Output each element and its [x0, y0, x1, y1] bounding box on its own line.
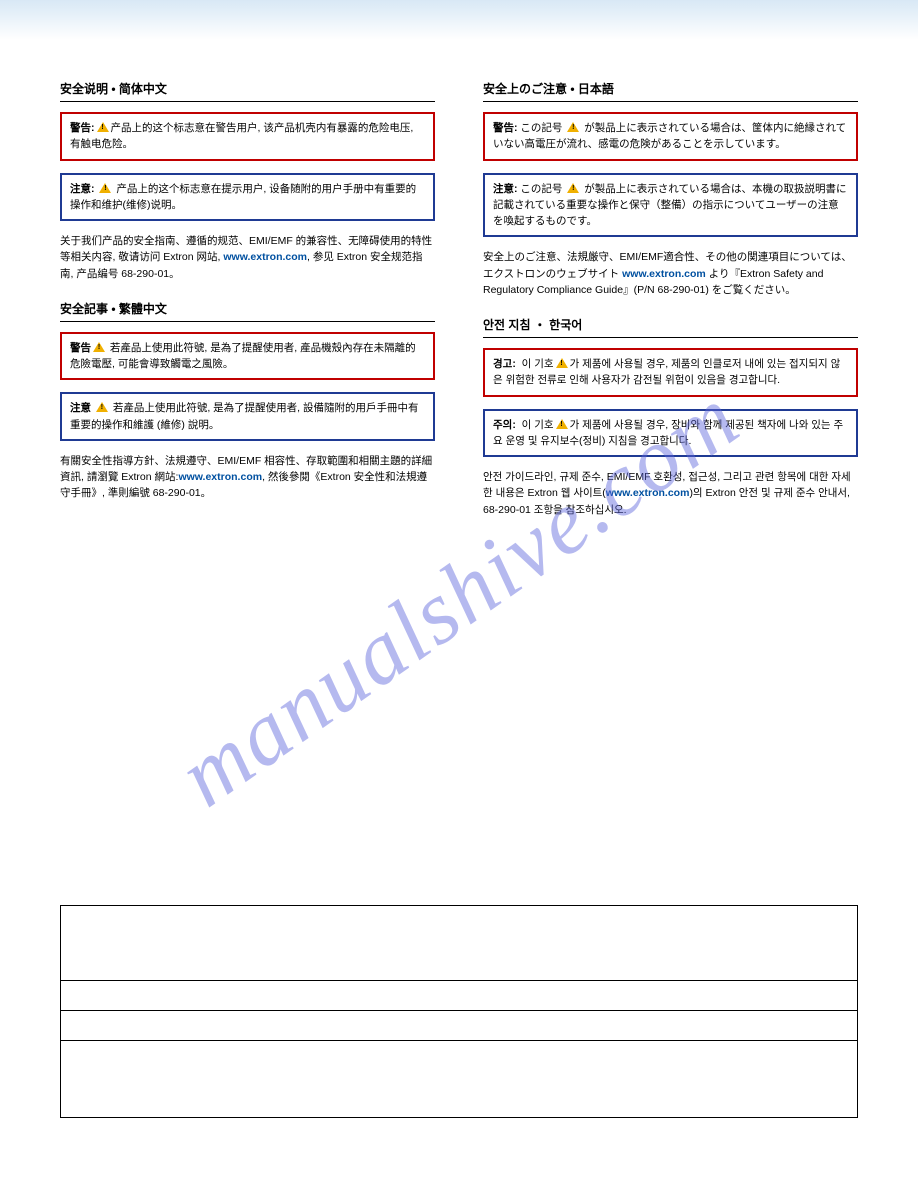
attention-box-ko: 주의: 이 기호가 제품에 사용될 경우, 장비와 함께 제공된 책자에 나와 …	[483, 409, 858, 458]
para-tc: 有關安全性指導方針、法規遵守、EMI/EMF 相容性、存取範圍和相關主題的詳細資…	[60, 453, 435, 502]
attention-box-tc: 注意 若產品上使用此符號, 是為了提醒使用者, 設備隨附的用戶手冊中有重要的操作…	[60, 392, 435, 441]
top-gradient-banner	[0, 0, 918, 40]
attention-pre-ko: 이 기호	[522, 419, 554, 431]
right-column: 安全上のご注意 • 日本語 警告: この記号 が製品上に表示されている場合は、筐…	[483, 80, 858, 536]
warning-text-sc: 产品上的这个标志意在警告用户, 该产品机壳内有暴露的危险电压, 有触电危险。	[70, 122, 413, 150]
warning-text-tc: 若產品上使用此符號, 是為了提醒使用者, 產品機殼內存在未隔離的危險電壓, 可能…	[70, 342, 416, 370]
attention-label-ko: 주의:	[493, 419, 516, 431]
attention-text-tc: 若產品上使用此符號, 是為了提醒使用者, 設備隨附的用戶手冊中有重要的操作和維護…	[70, 402, 419, 430]
table-row	[61, 906, 857, 981]
attention-label-sc: 注意:	[70, 183, 95, 195]
heading-tc: 安全記事 • 繁體中文	[60, 300, 435, 322]
link-ko[interactable]: www.extron.com	[606, 487, 690, 499]
table-row	[61, 1041, 857, 1117]
attention-pre-jp: この記号	[520, 183, 562, 195]
warning-triangle-icon	[97, 122, 109, 132]
warning-triangle-icon	[96, 402, 108, 412]
link-jp[interactable]: www.extron.com	[622, 268, 706, 280]
heading-jp: 安全上のご注意 • 日本語	[483, 80, 858, 102]
link-sc[interactable]: www.extron.com	[223, 251, 307, 263]
heading-sc: 安全说明 • 简体中文	[60, 80, 435, 102]
warning-triangle-icon	[556, 358, 568, 368]
warning-box-sc: 警告:产品上的这个标志意在警告用户, 该产品机壳内有暴露的危险电压, 有触电危险…	[60, 112, 435, 161]
warning-triangle-icon	[567, 122, 579, 132]
warning-triangle-icon	[99, 183, 111, 193]
table-row	[61, 981, 857, 1011]
left-column: 安全说明 • 简体中文 警告:产品上的这个标志意在警告用户, 该产品机壳内有暴露…	[60, 80, 435, 536]
warning-pre-jp: この記号	[520, 122, 562, 134]
warning-label-sc: 警告:	[70, 122, 95, 134]
attention-label-tc: 注意	[70, 402, 91, 414]
page-content: 安全说明 • 简体中文 警告:产品上的这个标志意在警告用户, 该产品机壳内有暴露…	[0, 40, 918, 536]
warning-label-ko: 경고:	[493, 358, 516, 370]
warning-label-tc: 警告	[70, 342, 91, 354]
warning-triangle-icon	[567, 183, 579, 193]
attention-label-jp: 注意:	[493, 183, 518, 195]
link-tc[interactable]: www.extron.com	[178, 471, 262, 483]
warning-box-ko: 경고: 이 기호가 제품에 사용될 경우, 제품의 인클로저 내에 있는 접지되…	[483, 348, 858, 397]
warning-box-jp: 警告: この記号 が製品上に表示されている場合は、筐体内に絶縁されていない高電圧…	[483, 112, 858, 161]
warning-box-tc: 警告 若產品上使用此符號, 是為了提醒使用者, 產品機殼內存在未隔離的危險電壓,…	[60, 332, 435, 381]
warning-triangle-icon	[93, 342, 105, 352]
para-sc: 关于我们产品的安全指南、遵循的规范、EMI/EMF 的兼容性、无障碍使用的特性等…	[60, 233, 435, 282]
two-column-layout: 安全说明 • 简体中文 警告:产品上的这个标志意在警告用户, 该产品机壳内有暴露…	[60, 80, 858, 536]
attention-text-sc: 产品上的这个标志意在提示用户, 设备随附的用户手册中有重要的操作和维护(维修)说…	[70, 183, 416, 211]
attention-box-sc: 注意: 产品上的这个标志意在提示用户, 设备随附的用户手册中有重要的操作和维护(…	[60, 173, 435, 222]
attention-box-jp: 注意: この記号 が製品上に表示されている場合は、本機の取扱説明書に記載されてい…	[483, 173, 858, 238]
warning-label-jp: 警告:	[493, 122, 518, 134]
para-jp: 安全上のご注意、法規厳守、EMI/EMF適合性、その他の関連項目については、エク…	[483, 249, 858, 298]
para-ko: 안전 가이드라인, 규제 준수, EMI/EMF 호환성, 접근성, 그리고 관…	[483, 469, 858, 518]
empty-table	[60, 905, 858, 1118]
heading-ko: 안전 지침 ・ 한국어	[483, 316, 858, 338]
table-row	[61, 1011, 857, 1041]
warning-pre-ko: 이 기호	[522, 358, 554, 370]
warning-triangle-icon	[556, 419, 568, 429]
